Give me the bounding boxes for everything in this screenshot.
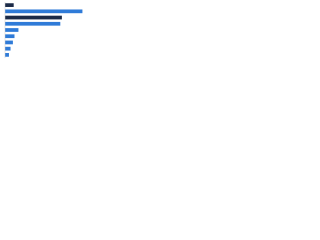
bar [5, 15, 62, 20]
bar [5, 46, 11, 51]
bar [5, 28, 19, 32]
bar [5, 53, 9, 57]
bar [5, 34, 15, 39]
page: {"chart_data": {"type": "bar", "orientat… [0, 0, 320, 71]
bar [5, 21, 61, 26]
bar [5, 3, 14, 7]
bar [5, 40, 13, 45]
bar [5, 9, 83, 14]
chart [4, 2, 83, 58]
